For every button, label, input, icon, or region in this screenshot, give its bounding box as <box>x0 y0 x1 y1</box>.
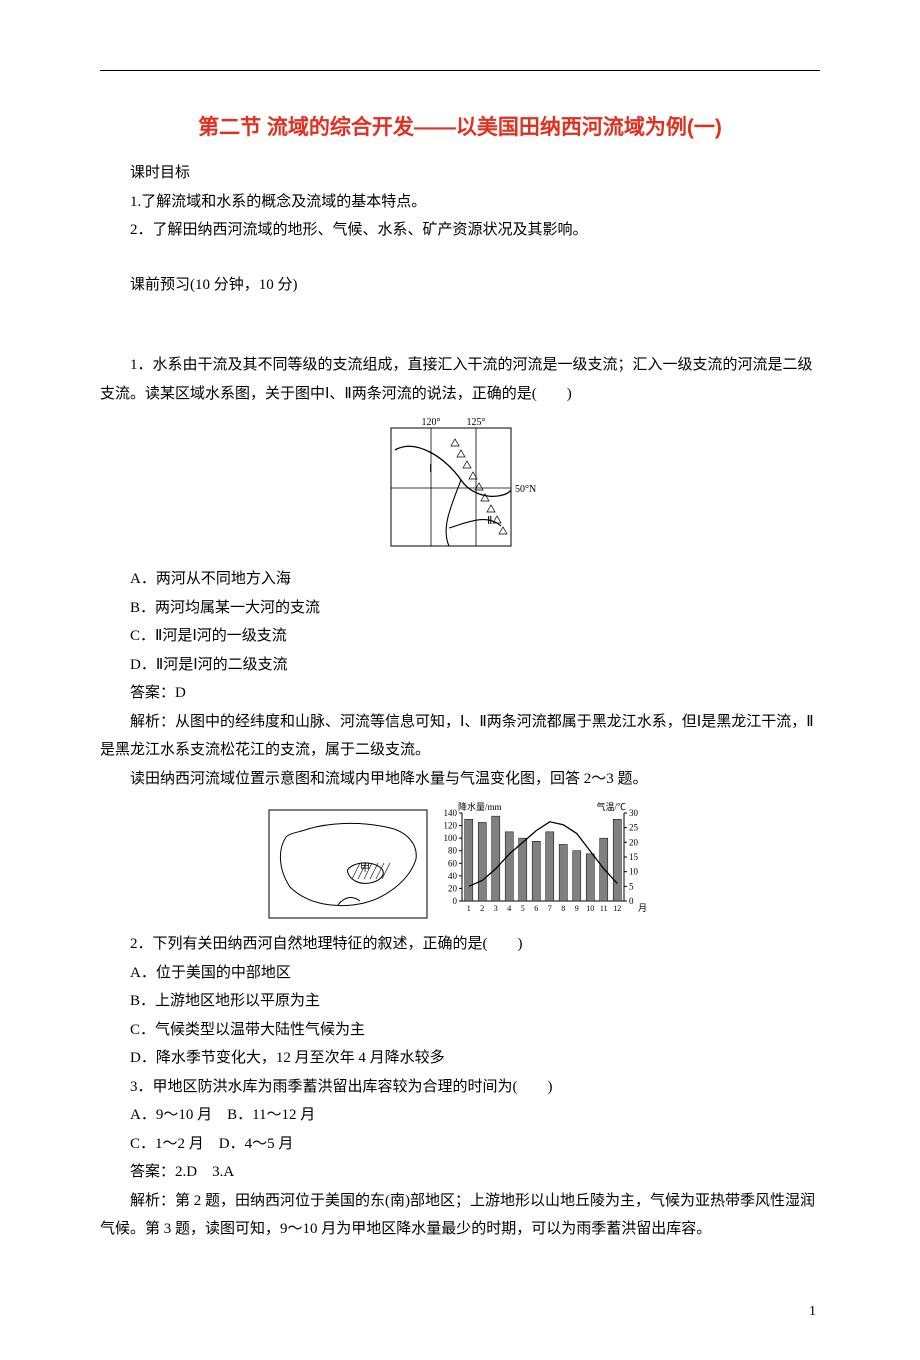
q2-option-b: B．上游地区地形以平原为主 <box>100 987 820 1016</box>
svg-text:140: 140 <box>444 808 458 818</box>
top-rule <box>100 70 820 71</box>
page-number: 1 <box>100 1304 820 1320</box>
svg-text:10: 10 <box>586 904 594 913</box>
svg-text:50°N: 50°N <box>515 484 536 495</box>
svg-text:Ⅰ: Ⅰ <box>429 463 432 475</box>
svg-text:80: 80 <box>448 846 458 856</box>
q3-option-ab: A．9～10 月 B．11～12 月 <box>100 1101 820 1130</box>
q3-option-b: B．11～12 月 <box>227 1107 315 1123</box>
svg-text:7: 7 <box>548 904 552 913</box>
svg-text:20: 20 <box>629 837 639 847</box>
q1-option-a: A．两河从不同地方入海 <box>100 565 820 594</box>
q2-stem: 2．下列有关田纳西河自然地理特征的叙述，正确的是( ) <box>100 930 820 959</box>
svg-text:120°: 120° <box>422 417 441 428</box>
spacer <box>100 299 820 325</box>
q1-answer: 答案：D <box>100 679 820 708</box>
q2-option-d: D．降水季节变化大，12 月至次年 4 月降水较多 <box>100 1044 820 1073</box>
svg-text:5: 5 <box>629 881 634 891</box>
svg-text:月: 月 <box>638 903 647 913</box>
svg-text:1: 1 <box>467 904 471 913</box>
q3-option-c: C．1～2 月 <box>130 1136 204 1152</box>
spacer <box>100 245 820 271</box>
svg-text:降水量/mm: 降水量/mm <box>458 801 502 812</box>
q3-option-cd: C．1～2 月 D．4～5 月 <box>100 1130 820 1159</box>
q1-option-c: C．Ⅱ河是Ⅰ河的一级支流 <box>100 622 820 651</box>
us-map-svg: 甲 <box>268 809 428 919</box>
section-title: 第二节 流域的综合开发——以美国田纳西河流域为例(一) <box>100 111 820 141</box>
q3-option-a: A．9～10 月 <box>130 1107 212 1123</box>
q2-option-c: C．气候类型以温带大陆性气候为主 <box>100 1016 820 1045</box>
river-map-svg: 120° 125° 50°N Ⅰ Ⅱ <box>373 414 547 554</box>
svg-text:Ⅱ: Ⅱ <box>487 515 492 527</box>
goals-heading: 课时目标 <box>100 159 820 188</box>
spacer <box>100 325 820 351</box>
svg-text:30: 30 <box>629 808 639 818</box>
svg-text:0: 0 <box>453 896 458 906</box>
svg-text:120: 120 <box>444 821 458 831</box>
q1-option-b: B．两河均属某一大河的支流 <box>100 594 820 623</box>
q3-option-d: D．4～5 月 <box>219 1136 294 1152</box>
svg-text:25: 25 <box>629 823 639 833</box>
svg-text:6: 6 <box>534 904 538 913</box>
q23-intro: 读田纳西河流域位置示意图和流域内甲地降水量与气温变化图，回答 2～3 题。 <box>100 765 820 794</box>
goal-2: 2．了解田纳西河流域的地形、气候、水系、矿产资源状况及其影响。 <box>100 216 820 245</box>
svg-text:甲: 甲 <box>360 863 370 874</box>
svg-text:3: 3 <box>494 904 498 913</box>
svg-text:4: 4 <box>507 904 511 913</box>
svg-text:10: 10 <box>629 867 639 877</box>
svg-text:9: 9 <box>575 904 579 913</box>
q23-answer: 答案：2.D 3.A <box>100 1158 820 1187</box>
q1-explain: 解析：从图中的经纬度和山脉、河流等信息可知，Ⅰ、Ⅱ两条河流都属于黑龙江水系，但Ⅰ… <box>100 708 820 765</box>
preview-heading: 课前预习(10 分钟，10 分) <box>100 271 820 300</box>
precip-temp-chart-svg: 020406080100120140051015202530降水量/mm气温/℃… <box>432 799 652 919</box>
svg-text:11: 11 <box>600 904 608 913</box>
svg-text:15: 15 <box>629 852 639 862</box>
q2-option-a: A．位于美国的中部地区 <box>100 959 820 988</box>
svg-text:60: 60 <box>448 858 458 868</box>
svg-text:20: 20 <box>448 883 458 893</box>
svg-text:125°: 125° <box>467 417 486 428</box>
svg-text:气温/℃: 气温/℃ <box>596 801 626 812</box>
svg-text:8: 8 <box>561 904 565 913</box>
svg-text:40: 40 <box>448 871 458 881</box>
q23-explain: 解析：第 2 题，田纳西河位于美国的东(南)部地区；上游地形以山地丘陵为主，气候… <box>100 1187 820 1244</box>
figure-river-map: 120° 125° 50°N Ⅰ Ⅱ <box>100 414 820 559</box>
svg-text:0: 0 <box>629 896 634 906</box>
goal-1: 1.了解流域和水系的概念及流域的基本特点。 <box>100 188 820 217</box>
svg-text:100: 100 <box>444 833 458 843</box>
q1-option-d: D．Ⅱ河是Ⅰ河的二级支流 <box>100 651 820 680</box>
svg-text:5: 5 <box>521 904 525 913</box>
svg-text:12: 12 <box>613 904 621 913</box>
q1-stem: 1．水系由干流及其不同等级的支流组成，直接汇入干流的河流是一级支流；汇入一级支流… <box>100 351 820 408</box>
svg-text:2: 2 <box>480 904 484 913</box>
q3-stem: 3．甲地区防洪水库为雨季蓄洪留出库容较为合理的时间为( ) <box>100 1073 820 1102</box>
figure-tennessee: 甲 020406080100120140051015202530降水量/mm气温… <box>100 799 820 924</box>
document-page: 第二节 流域的综合开发——以美国田纳西河流域为例(一) 课时目标 1.了解流域和… <box>0 0 920 1360</box>
